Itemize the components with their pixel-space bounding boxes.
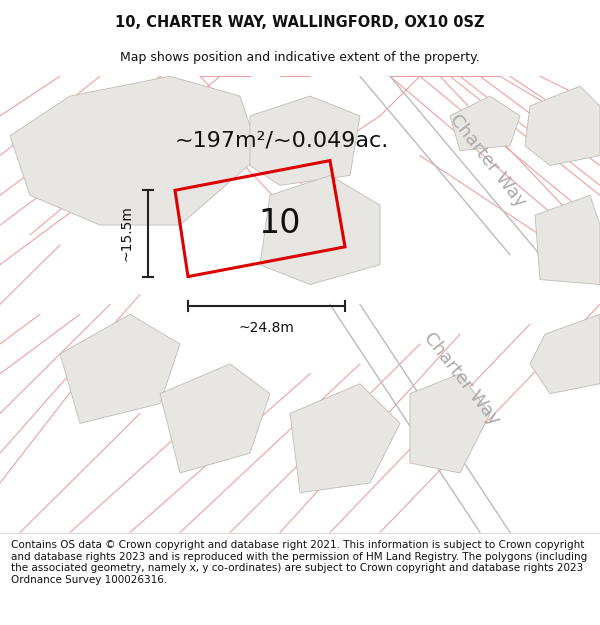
Text: ~197m²/~0.049ac.: ~197m²/~0.049ac. xyxy=(175,131,389,151)
Polygon shape xyxy=(250,96,360,186)
Text: Map shows position and indicative extent of the property.: Map shows position and indicative extent… xyxy=(120,51,480,64)
Polygon shape xyxy=(160,364,270,473)
Text: Contains OS data © Crown copyright and database right 2021. This information is : Contains OS data © Crown copyright and d… xyxy=(11,540,587,585)
Polygon shape xyxy=(60,314,180,423)
Polygon shape xyxy=(535,195,600,284)
Text: 10: 10 xyxy=(258,207,301,240)
Text: Charter Way: Charter Way xyxy=(421,329,503,429)
Text: 10, CHARTER WAY, WALLINGFORD, OX10 0SZ: 10, CHARTER WAY, WALLINGFORD, OX10 0SZ xyxy=(115,16,485,31)
Text: ~15.5m: ~15.5m xyxy=(119,206,133,261)
Polygon shape xyxy=(450,96,520,151)
Text: ~24.8m: ~24.8m xyxy=(239,321,295,335)
Text: Charter Way: Charter Way xyxy=(446,111,530,211)
Polygon shape xyxy=(530,314,600,394)
Polygon shape xyxy=(260,176,380,284)
Polygon shape xyxy=(525,86,600,166)
Polygon shape xyxy=(410,374,490,473)
Polygon shape xyxy=(10,76,260,225)
Polygon shape xyxy=(290,384,400,493)
